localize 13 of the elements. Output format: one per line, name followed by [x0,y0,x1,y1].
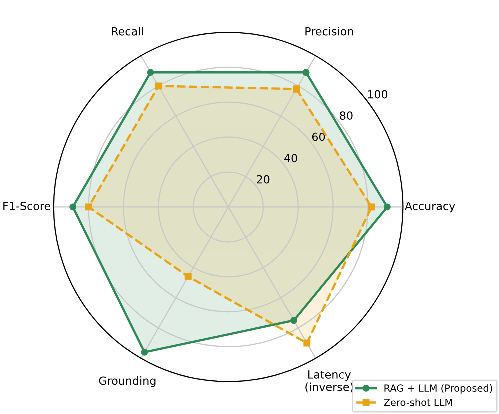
y-tick-label: 80 [340,112,353,120]
spoke-label: F1-Score [4,202,51,210]
y-tick-label: 40 [284,154,298,163]
spoke-label: Latency (inverse) [306,370,354,393]
spoke-label: Precision [306,27,354,36]
legend-label: RAG + LLM (Proposed) [384,384,492,394]
spoke-label: Recall [112,27,144,36]
spoke-label: Accuracy [405,202,456,213]
y-tick-label: 100 [368,90,388,99]
y-tick-label: 20 [257,175,270,184]
y-tick-label: 60 [312,132,326,142]
legend-label: Zero-shot LLM [384,398,452,406]
spoke-label: Grounding [99,376,156,388]
